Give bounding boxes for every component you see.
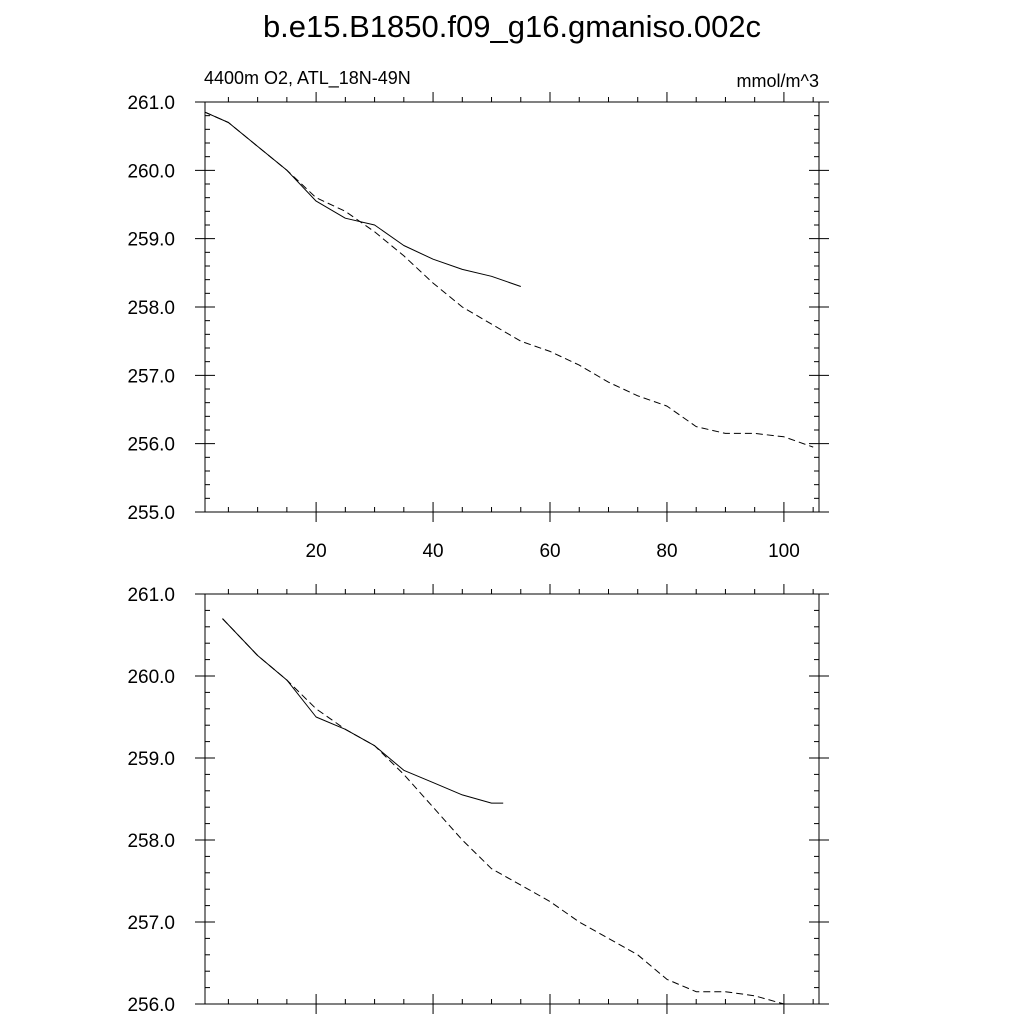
top-panel-ytick-label: 256.0 — [127, 435, 175, 456]
bottom-panel: 256.0 257.0 258.0 259.0 260.0 261.0 — [127, 584, 829, 1016]
bottom-panel-tick-labels: 256.0 257.0 258.0 259.0 260.0 261.0 — [127, 585, 175, 1016]
top-panel-series-solid-line — [204, 111, 521, 287]
bottom-panel-frame — [204, 593, 820, 1005]
top-panel-xtick-label: 40 — [422, 541, 443, 562]
bottom-panel-ytick-label: 261.0 — [127, 585, 175, 606]
top-panel-subtitle-right: mmol/m^3 — [737, 71, 819, 91]
top-panel-xtick-label: 60 — [539, 541, 560, 562]
top-panel-xtick-label: 20 — [306, 541, 327, 562]
bottom-panel-ytick-label: 256.0 — [127, 995, 175, 1016]
bottom-panel-ytick-label: 258.0 — [127, 831, 175, 852]
top-panel-ytick-label: 260.0 — [127, 161, 175, 182]
top-panel-series-dashed-line — [204, 111, 814, 448]
bottom-panel-ytick-label: 260.0 — [127, 667, 175, 688]
top-panel-ytick-label: 258.0 — [127, 298, 175, 319]
top-panel-subtitle-left: 4400m O2, ATL_18N-49N — [204, 68, 411, 89]
top-panel-ytick-label: 259.0 — [127, 230, 175, 251]
bottom-panel-ytick-label: 257.0 — [127, 913, 175, 934]
top-panel-ytick-label: 255.0 — [127, 503, 175, 524]
top-panel-frame — [204, 101, 820, 513]
bottom-panel-ticks — [195, 584, 829, 1014]
top-panel-ticks — [195, 92, 829, 522]
top-panel-xtick-label: 100 — [768, 541, 800, 562]
top-panel-tick-labels: 20 40 60 80 100 255.0 256.0 257.0 258.0 259.0 260.… — [127, 93, 799, 562]
bottom-panel-series-dashed-line — [222, 618, 802, 1005]
figure-title: b.e15.B1850.f09_g16.gmaniso.002c — [263, 9, 761, 44]
bottom-panel-series-solid-line — [222, 618, 504, 804]
top-panel-ytick-label: 257.0 — [127, 366, 175, 387]
top-panel-series — [204, 111, 814, 448]
top-panel-xtick-label: 80 — [656, 541, 677, 562]
bottom-panel-ytick-label: 259.0 — [127, 749, 175, 770]
top-panel-ytick-label: 261.0 — [127, 93, 175, 114]
top-panel: 4400m O2, ATL_18N-49N mmol/m^3 20 40 60 80 1… — [127, 68, 829, 562]
bottom-panel-series — [222, 618, 802, 1005]
